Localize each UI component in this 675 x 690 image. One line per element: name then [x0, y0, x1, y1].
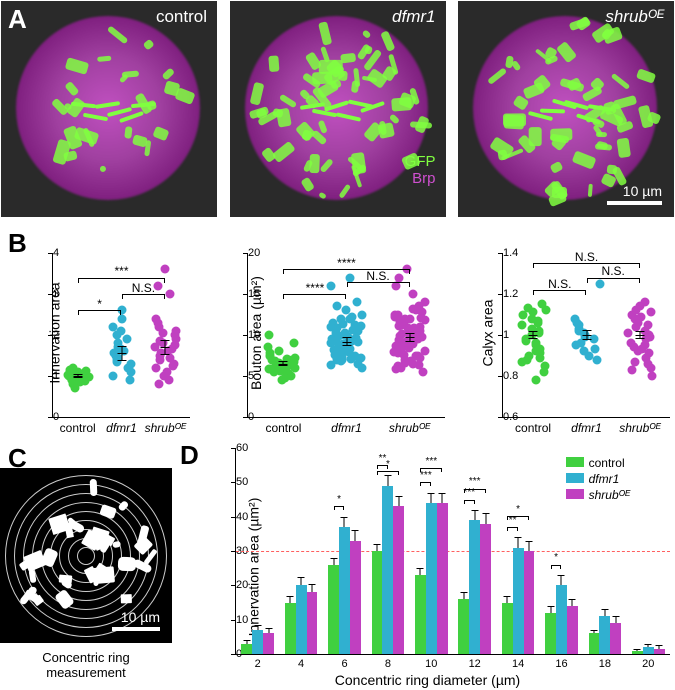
bar	[393, 506, 404, 654]
bar	[524, 551, 535, 654]
bar	[469, 520, 480, 654]
panel-b-label: B	[8, 228, 27, 259]
bar-plot: 01020304050602468101214161820***********…	[235, 448, 670, 655]
d-xlabel: Concentric ring diameter (µm)	[180, 672, 675, 688]
scalebar	[112, 627, 160, 631]
panel-a-label: A	[8, 4, 27, 35]
legend-d: controldfmr1shrubᴼᴱ	[566, 456, 630, 504]
bar	[513, 548, 524, 654]
scalebar-label: 10 µm	[623, 183, 662, 199]
bar	[296, 585, 307, 654]
bar	[241, 644, 252, 654]
micrograph-shrub: shrubᴼᴱ 10 µm	[457, 0, 675, 218]
scatter-plot: Bouton area (µm²)05101520controldfmr1shr…	[195, 228, 450, 438]
bar	[599, 616, 610, 654]
bar	[654, 649, 665, 654]
condition-label: control	[156, 7, 207, 27]
bar	[372, 551, 383, 654]
bar	[556, 585, 567, 654]
panel-b: B Innervation area01234controldfmr1shrub…	[0, 228, 675, 438]
bar	[480, 524, 491, 654]
bar	[382, 486, 393, 654]
bar	[307, 592, 318, 654]
bar	[502, 603, 513, 655]
condition-label: dfmr1	[392, 7, 435, 27]
bar	[567, 606, 578, 654]
bar	[610, 623, 621, 654]
scalebar-label: 10 µm	[121, 609, 160, 625]
concentric-ring-image: 10 µm	[0, 468, 172, 643]
bar	[285, 603, 296, 655]
legend-a: GFP Brp	[405, 153, 436, 187]
scalebar	[607, 201, 662, 205]
bar	[545, 613, 556, 654]
micrograph-control: control	[0, 0, 218, 218]
panel-a: A control dfmr1 GFP Brp shrubᴼᴱ 10 µm	[0, 0, 675, 225]
bar	[339, 527, 350, 654]
bar	[632, 651, 643, 654]
panel-c-label: C	[8, 443, 27, 474]
condition-label: shrubᴼᴱ	[605, 7, 664, 27]
bar	[415, 575, 426, 654]
y-axis-label: Calyx area	[479, 300, 495, 367]
panel-c: C 10 µm Concentric ringmeasurement	[0, 443, 172, 690]
bar	[643, 647, 654, 654]
bar	[263, 633, 274, 654]
bar	[458, 599, 469, 654]
bar	[437, 503, 448, 654]
scatter-plot: Innervation area01234controldfmr1shrubᴼᴱ…	[0, 228, 195, 438]
bar	[350, 541, 361, 654]
micrograph-dfmr1: dfmr1 GFP Brp	[229, 0, 447, 218]
panel-d-label: D	[180, 440, 199, 471]
panel-c-caption: Concentric ringmeasurement	[0, 650, 172, 680]
panel-d: D Innervation area (µm²) 010203040506024…	[180, 443, 675, 690]
bar	[252, 630, 263, 654]
bar	[328, 565, 339, 654]
bar	[426, 503, 437, 654]
bar	[589, 633, 600, 654]
scatter-plot: Calyx area0.60.811.21.4controldfmr1shrub…	[450, 228, 675, 438]
